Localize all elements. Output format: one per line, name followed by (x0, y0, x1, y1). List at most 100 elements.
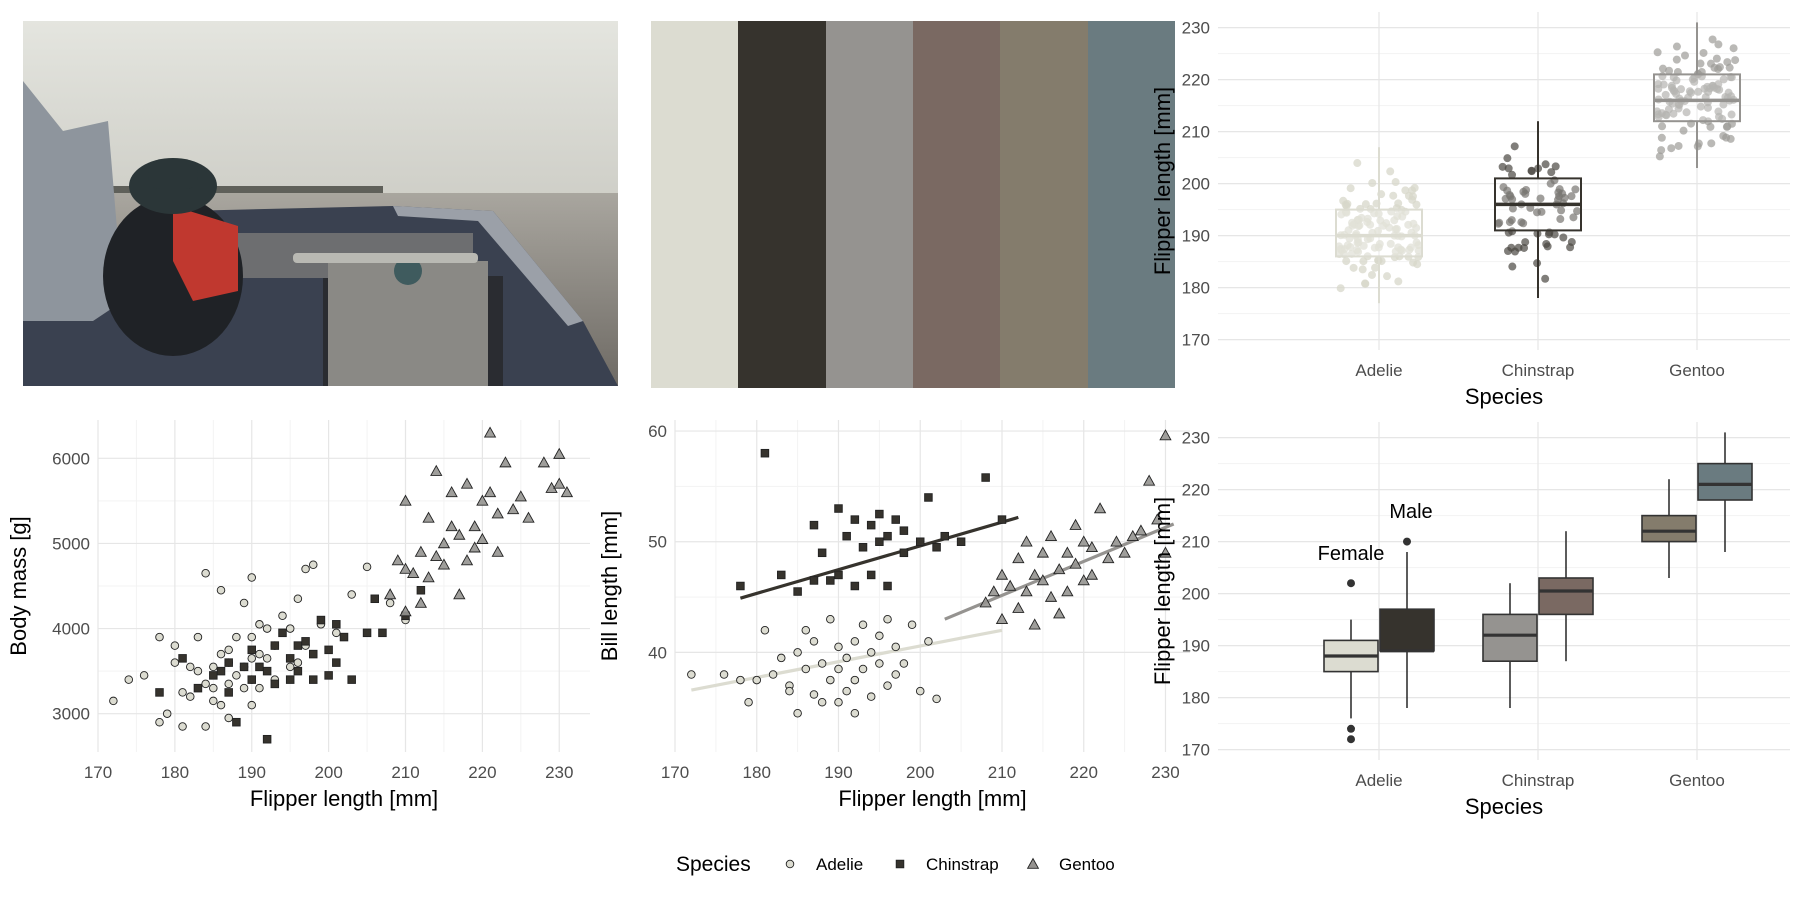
y-tick-label: 180 (1182, 279, 1210, 298)
trend-line (739, 515, 1019, 600)
jitter-point (1390, 231, 1399, 240)
jitter-point (1342, 208, 1351, 217)
data-point (483, 486, 497, 498)
jitter-point (1673, 68, 1682, 77)
jitter-point (1714, 65, 1723, 74)
data-point (553, 477, 566, 489)
outlier-point (1347, 579, 1355, 588)
x-tick-label: Adelie (1355, 361, 1402, 380)
data-point (907, 620, 917, 629)
data-point (224, 713, 233, 723)
data-point (209, 662, 218, 672)
jitter-point (1725, 96, 1734, 105)
jitter-point (1341, 200, 1350, 209)
jitter-point (1680, 51, 1689, 60)
data-point (347, 675, 356, 684)
jitter-point (1508, 195, 1517, 204)
data-point (414, 545, 428, 557)
data-point (285, 624, 295, 633)
jitter-point (1554, 195, 1563, 204)
data-point (1069, 557, 1082, 569)
data-point (1044, 529, 1058, 541)
data-point (216, 649, 226, 659)
data-point (891, 642, 900, 652)
jitter-point (1726, 73, 1735, 82)
box (1323, 639, 1379, 673)
jitter-point (1340, 230, 1349, 239)
jitter-point (1555, 185, 1564, 194)
jitter-point (1703, 103, 1712, 112)
jitter-point (1408, 186, 1417, 195)
jitter-point (1729, 44, 1738, 53)
jitter-point (1654, 95, 1663, 104)
y-tick-label: 5000 (52, 534, 90, 553)
data-point (899, 526, 909, 535)
data-point (278, 611, 287, 621)
x-tick-label: Gentoo (1669, 771, 1725, 790)
jitter-point (1714, 107, 1723, 116)
jitter-point (1361, 200, 1370, 209)
data-point (239, 662, 249, 672)
data-point (285, 654, 295, 663)
data-point (109, 696, 118, 706)
jitter-point (1723, 58, 1732, 67)
jitter-point (1508, 170, 1517, 179)
jitter-point (1389, 191, 1398, 200)
jitter-point (1680, 97, 1689, 106)
data-point (399, 562, 412, 574)
data-point (201, 679, 210, 689)
data-point (785, 681, 794, 690)
jitter-point (1373, 226, 1382, 235)
jitter-point (1396, 245, 1405, 254)
jitter-point (1353, 215, 1362, 224)
data-point (1110, 535, 1123, 547)
data-point (995, 568, 1009, 580)
x-tick-label: 220 (1070, 763, 1098, 782)
jitter-point (1361, 279, 1370, 288)
jitter-point (1521, 189, 1530, 198)
jitter-point (1409, 219, 1418, 228)
jitter-point (1395, 252, 1404, 261)
jitter-point (1359, 257, 1368, 266)
jitter-point (1337, 210, 1346, 219)
jitter-point (1519, 187, 1528, 196)
data-point (324, 671, 333, 680)
jitter-point (1675, 94, 1684, 103)
jitter-point (1693, 69, 1702, 78)
data-point (378, 628, 387, 638)
jitter-point (1674, 104, 1683, 113)
jitter-point (1392, 204, 1401, 213)
data-point (285, 662, 295, 672)
data-point (1003, 579, 1017, 591)
jitter-point (1376, 216, 1385, 225)
x-tick-label: 190 (824, 763, 852, 782)
data-point (932, 543, 941, 552)
jitter-point (1558, 189, 1567, 198)
jitter-point (1410, 183, 1419, 192)
jitter-point (1727, 73, 1736, 82)
jitter-point (1505, 218, 1514, 227)
palette-swatch (913, 21, 1001, 388)
x-tick-label: 200 (314, 763, 342, 782)
data-point (522, 511, 535, 523)
jitter-point (1401, 207, 1410, 216)
y-tick-label: 170 (1182, 741, 1210, 760)
jitter-point (1710, 63, 1719, 72)
data-point (309, 560, 318, 569)
data-point (293, 666, 303, 676)
data-point (850, 515, 860, 524)
legend-key (895, 859, 905, 869)
jitter-point (1495, 218, 1504, 227)
data-point (262, 624, 272, 633)
legend-label: Chinstrap (926, 855, 999, 874)
jitter-point (1550, 230, 1559, 239)
jitter-point (1677, 97, 1686, 106)
jitter-point (1368, 270, 1377, 279)
data-point (255, 662, 264, 672)
data-point (1028, 568, 1041, 580)
jitter-point (1713, 84, 1722, 93)
jitter-point (1374, 256, 1383, 265)
data-point (224, 658, 233, 667)
data-point (224, 658, 233, 667)
x-axis-title: Species (1465, 794, 1543, 819)
